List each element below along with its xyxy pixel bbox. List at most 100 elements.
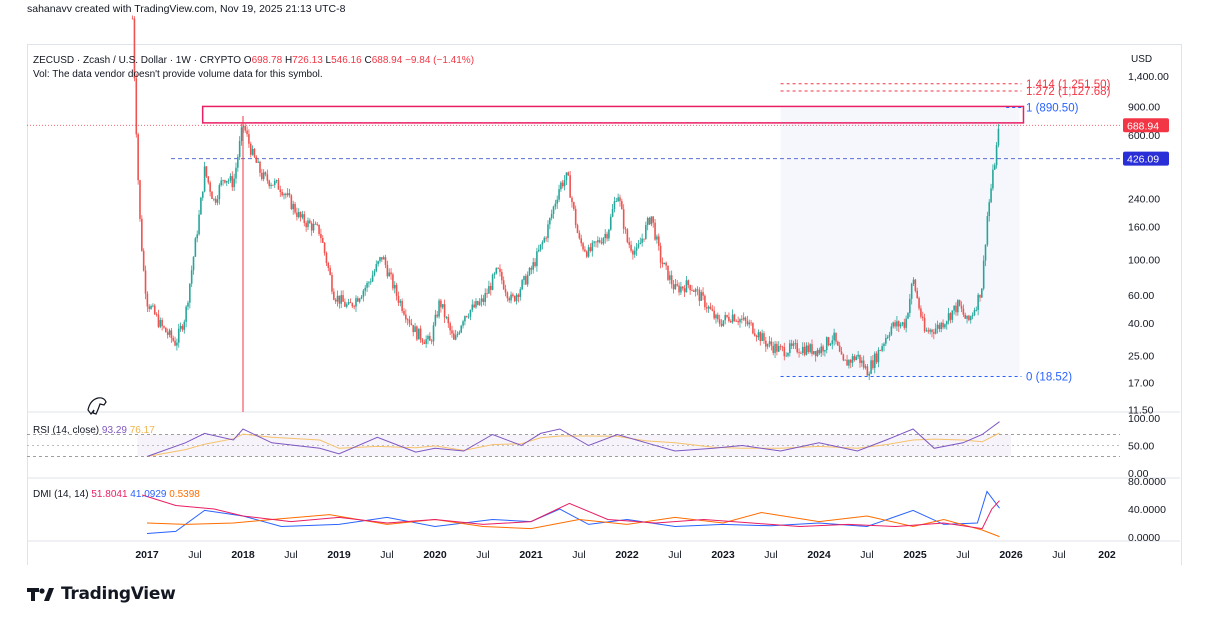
candle-body xyxy=(576,225,579,233)
candle-body xyxy=(172,338,175,341)
candle-body xyxy=(417,328,420,340)
candle-body xyxy=(275,180,278,181)
candle-body xyxy=(925,330,928,332)
candle-body xyxy=(294,203,296,213)
candle-body xyxy=(309,220,311,224)
candle-body xyxy=(189,283,191,303)
candle-body xyxy=(406,319,409,321)
dmi-legend[interactable]: DMI (14, 14) 51.8041 41.0929 0.5398 xyxy=(33,489,200,500)
candle-body xyxy=(137,134,139,181)
candle-body xyxy=(419,328,422,340)
candle-body xyxy=(853,356,856,360)
candle-body xyxy=(944,324,946,328)
candle-body xyxy=(495,267,498,274)
candle-body xyxy=(789,343,791,353)
price-badge[interactable] xyxy=(1123,118,1169,133)
currency-label[interactable]: USD xyxy=(1131,54,1153,65)
candle-body xyxy=(273,180,276,185)
candle-body xyxy=(388,272,391,277)
candle-body xyxy=(993,165,996,170)
time-axis-tick: 2025 xyxy=(903,549,927,561)
candle-body xyxy=(945,321,948,325)
candle-body xyxy=(669,275,671,280)
candle-body xyxy=(868,373,871,376)
candle-body xyxy=(894,322,896,327)
candle-body xyxy=(390,272,392,275)
candle-body xyxy=(166,332,169,335)
candle-body xyxy=(534,262,536,267)
price-badge[interactable] xyxy=(1123,151,1169,166)
candle-body xyxy=(813,351,815,354)
candle-body xyxy=(896,321,898,327)
dmi-axis-tick: 80.0000 xyxy=(1128,476,1166,488)
candle-body xyxy=(873,353,876,368)
candle-body xyxy=(755,335,758,338)
candle-body xyxy=(973,310,976,315)
candle-body xyxy=(584,249,586,252)
candle-body xyxy=(650,216,653,225)
candle-body xyxy=(720,323,723,326)
candle-body xyxy=(438,300,440,317)
candle-body xyxy=(595,241,597,243)
candle-body xyxy=(499,268,501,272)
candle-body xyxy=(951,310,954,320)
candle-body xyxy=(674,284,677,290)
candle-body xyxy=(831,340,834,344)
candle-body xyxy=(423,342,426,344)
candle-body xyxy=(347,302,350,305)
candle-body xyxy=(488,285,490,294)
candle-body xyxy=(800,352,802,354)
candle-body xyxy=(995,145,998,166)
candle-body xyxy=(565,172,568,181)
ohlc-low-label: L xyxy=(325,55,332,66)
candle-body xyxy=(286,193,289,196)
candle-body xyxy=(709,306,712,310)
price-axis-tick: 1,400.00 xyxy=(1128,71,1169,83)
candle-body xyxy=(342,295,344,302)
symbol-name[interactable]: ZECUSD · Zcash / U.S. Dollar · 1W · CRYP… xyxy=(33,55,241,66)
candle-body xyxy=(680,286,682,293)
candle-body xyxy=(501,271,503,281)
candle-body xyxy=(552,206,555,214)
dino-icon[interactable] xyxy=(87,397,107,415)
dmi-minus-value: 0.5398 xyxy=(169,489,200,500)
candle-body xyxy=(628,242,631,245)
candle-body xyxy=(373,271,376,276)
ohlc-close-label: C xyxy=(364,55,372,66)
candle-body xyxy=(827,337,830,346)
candle-body xyxy=(757,332,760,338)
candle-body xyxy=(248,134,250,144)
resistance-zone-box[interactable] xyxy=(201,105,1025,124)
candle-body xyxy=(486,293,488,294)
candle-body xyxy=(296,212,298,218)
candle-body xyxy=(465,316,468,317)
ohlc-open-label: O xyxy=(243,55,252,66)
candle-body xyxy=(914,279,917,291)
candle-body xyxy=(984,244,987,261)
time-axis-tick: Jul xyxy=(476,549,489,561)
price-axis-tick: 100.00 xyxy=(1128,254,1160,266)
candle-body xyxy=(848,359,850,366)
candle-body xyxy=(661,262,664,265)
candle-body xyxy=(918,298,920,309)
candle-body xyxy=(229,176,232,181)
candle-body xyxy=(478,301,481,305)
candle-body xyxy=(949,313,952,320)
candle-body xyxy=(144,270,147,294)
candle-body xyxy=(693,290,695,292)
candle-body xyxy=(809,344,811,353)
tradingview-logo[interactable]: TradingView xyxy=(27,583,176,605)
candle-body xyxy=(715,314,717,319)
rsi-line xyxy=(146,421,1000,457)
rsi-legend[interactable]: RSI (14, close) 93.29 76.17 xyxy=(33,425,155,436)
candle-body xyxy=(268,180,271,186)
candle-body xyxy=(829,343,832,346)
candle-body xyxy=(323,242,326,253)
time-axis-tick: 2018 xyxy=(231,549,255,561)
candle-body xyxy=(344,301,346,307)
fib-level-label: 1.272 (1,127.68) xyxy=(1026,86,1111,98)
candle-body xyxy=(796,343,799,353)
candle-body xyxy=(539,244,542,250)
candle-body xyxy=(729,321,732,323)
